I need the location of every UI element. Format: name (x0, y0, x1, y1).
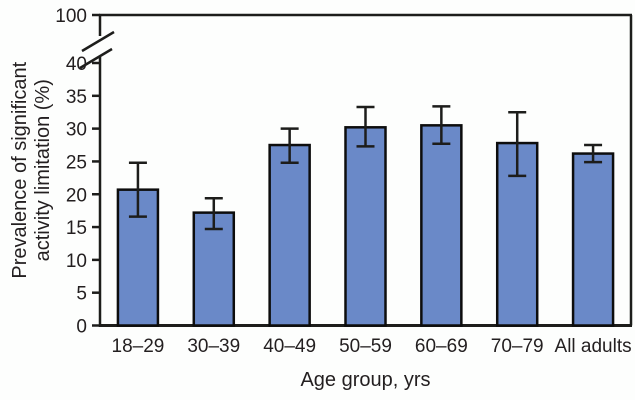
bar (268, 143, 311, 327)
x-tick-label: 30–39 (187, 336, 240, 357)
x-tick-label: 40–49 (263, 336, 316, 357)
bar (116, 188, 160, 327)
y-tick-label: 100 (55, 6, 87, 27)
y-tick-label: 0 (76, 317, 87, 338)
x-tick-label: 70–79 (491, 336, 544, 357)
axis-break-slash (81, 30, 115, 53)
y-tick-label: 15 (66, 218, 87, 239)
x-tick-label: 18–29 (112, 336, 165, 357)
x-tick-label: 50–59 (339, 336, 392, 357)
bar (192, 211, 236, 327)
y-tick-label: 10 (66, 251, 87, 272)
bar (420, 124, 463, 327)
y-axis-title-line: Prevalence of significant (9, 61, 31, 278)
y-tick-label: 30 (66, 120, 87, 141)
bar (344, 126, 387, 327)
bar (571, 152, 615, 327)
x-axis-title: Age group, yrs (300, 369, 430, 391)
y-tick-label: 40 (66, 54, 87, 75)
y-tick-label: 25 (66, 152, 87, 173)
axis-break-slash (79, 47, 113, 70)
x-tick-label: 60–69 (415, 336, 468, 357)
x-tick-label: All adults (555, 336, 632, 357)
y-tick-label: 35 (66, 87, 87, 108)
y-axis-title-line: activity limitation (%) (32, 79, 54, 261)
y-tick-label: 5 (76, 284, 87, 305)
y-tick-label: 20 (66, 185, 87, 206)
